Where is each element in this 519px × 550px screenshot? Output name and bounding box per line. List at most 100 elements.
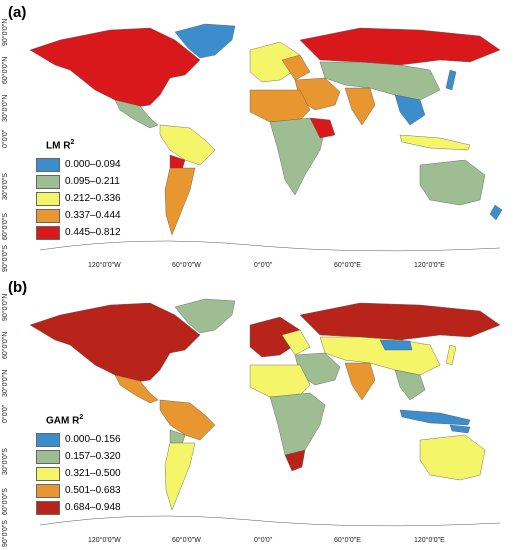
y-tick: 0°0'0" bbox=[2, 404, 9, 423]
y-tick: 30°0'0"N bbox=[2, 369, 9, 397]
legend-label: 0.501–0.683 bbox=[65, 485, 121, 497]
legend-swatch bbox=[36, 449, 60, 464]
south-america-north bbox=[159, 399, 216, 441]
legend-row: 0.157–0.320 bbox=[36, 448, 148, 465]
africa-north-region bbox=[249, 89, 311, 123]
europe-east-region bbox=[281, 329, 311, 356]
legend-row: 0.501–0.683 bbox=[36, 482, 148, 499]
x-tick: 120°0'0"W bbox=[88, 537, 121, 544]
legend-label: 0.157–0.320 bbox=[65, 451, 121, 463]
x-tick: 60°0'0"E bbox=[334, 262, 361, 269]
japan-region bbox=[445, 344, 457, 366]
legend-label: 0.000–0.094 bbox=[65, 159, 121, 171]
x-tick: 60°0'0"E bbox=[334, 537, 361, 544]
greenland-region bbox=[174, 298, 236, 334]
indonesia-region bbox=[399, 409, 471, 426]
legend-b: GAM R2 0.000–0.156 0.157–0.320 0.321–0.5… bbox=[36, 414, 148, 516]
legend-row: 0.445–0.812 bbox=[36, 224, 148, 241]
indonesia-region bbox=[399, 134, 471, 151]
india-region bbox=[344, 87, 376, 126]
panel-label: (b) bbox=[8, 279, 28, 296]
india-region bbox=[344, 362, 376, 401]
southeast-asia-region bbox=[394, 94, 426, 126]
africa-north-region bbox=[249, 364, 311, 398]
europe-east-region bbox=[281, 54, 311, 81]
australia-region bbox=[419, 434, 486, 481]
new-guinea-region bbox=[449, 424, 471, 434]
map-panel-a: (a) LM R2 0.000–0.094 0.095–0.211 0.212–… bbox=[2, 4, 503, 272]
legend-swatch bbox=[36, 157, 60, 172]
europe-region bbox=[249, 41, 301, 83]
x-tick: 60°0'0"W bbox=[172, 537, 201, 544]
europe-region bbox=[249, 316, 301, 358]
y-tick: 90°0'0"S bbox=[2, 520, 9, 547]
legend-row: 0.337–0.444 bbox=[36, 207, 148, 224]
legend-row: 0.684–0.948 bbox=[36, 499, 148, 516]
y-tick: 30°0'0"N bbox=[2, 94, 9, 122]
legend-title-text: LM R bbox=[46, 140, 71, 152]
legend-swatch bbox=[36, 225, 60, 240]
y-tick: 0°0'0" bbox=[2, 129, 9, 148]
legend-row: 0.212–0.336 bbox=[36, 190, 148, 207]
south-america-north bbox=[159, 124, 216, 166]
greenland-region bbox=[174, 23, 236, 59]
legend-label: 0.684–0.948 bbox=[65, 502, 121, 514]
legend-label: 0.337–0.444 bbox=[65, 210, 121, 222]
southeast-asia-region bbox=[394, 369, 426, 401]
russia-region bbox=[299, 302, 501, 341]
north-america-region bbox=[29, 302, 201, 384]
south-america-south bbox=[164, 167, 196, 236]
y-tick: 90°0'0"N bbox=[2, 18, 9, 46]
legend-swatch bbox=[36, 466, 60, 481]
legend-a: LM R2 0.000–0.094 0.095–0.211 0.212–0.33… bbox=[36, 139, 148, 241]
y-tick: 30°0'0"S bbox=[2, 173, 9, 200]
africa-south-region bbox=[284, 449, 306, 472]
legend-row: 0.321–0.500 bbox=[36, 465, 148, 482]
panel-label: (a) bbox=[8, 4, 27, 21]
x-tick: 0°0'0" bbox=[254, 537, 273, 544]
world-map-b bbox=[29, 298, 501, 527]
y-tick: 30°0'0"S bbox=[2, 448, 9, 475]
japan-region bbox=[445, 69, 457, 91]
russia-region bbox=[299, 27, 501, 66]
y-tick: 60°0'0"N bbox=[2, 331, 9, 359]
legend-swatch bbox=[36, 432, 60, 447]
legend-title: LM R2 bbox=[46, 139, 148, 151]
legend-title-superscript: 2 bbox=[70, 139, 75, 146]
world-map-a bbox=[29, 23, 503, 252]
legend-swatch bbox=[36, 191, 60, 206]
y-tick: 60°0'0"N bbox=[2, 56, 9, 84]
y-tick: 90°0'0"N bbox=[2, 293, 9, 321]
africa-east-region bbox=[309, 117, 336, 139]
antarctica-outline bbox=[39, 515, 501, 527]
legend-row: 0.000–0.094 bbox=[36, 156, 148, 173]
x-tick: 0°0'0" bbox=[254, 262, 273, 269]
legend-swatch bbox=[36, 483, 60, 498]
south-america-south bbox=[164, 442, 196, 511]
legend-title-text: GAM R bbox=[46, 415, 80, 427]
north-america-region bbox=[29, 27, 201, 109]
y-tick: 60°0'0"S bbox=[2, 488, 9, 515]
new-zealand-region bbox=[489, 204, 503, 221]
x-tick: 120°0'0"W bbox=[88, 262, 121, 269]
legend-row: 0.000–0.156 bbox=[36, 431, 148, 448]
legend-label: 0.321–0.500 bbox=[65, 468, 121, 480]
legend-label: 0.095–0.211 bbox=[65, 176, 120, 188]
mexico-region bbox=[114, 374, 159, 404]
legend-label: 0.000–0.156 bbox=[65, 434, 121, 446]
legend-swatch bbox=[36, 174, 60, 189]
x-tick: 120°0'0"E bbox=[414, 537, 445, 544]
y-tick: 90°0'0"S bbox=[2, 245, 9, 272]
legend-swatch bbox=[36, 208, 60, 223]
x-tick: 120°0'0"E bbox=[414, 262, 445, 269]
legend-title: GAM R2 bbox=[46, 414, 148, 426]
legend-title-superscript: 2 bbox=[79, 414, 84, 421]
legend-row: 0.095–0.211 bbox=[36, 173, 148, 190]
x-tick: 60°0'0"W bbox=[172, 262, 201, 269]
mongolia-region bbox=[379, 339, 413, 351]
y-tick: 60°0'0"S bbox=[2, 213, 9, 240]
antarctica-outline bbox=[39, 240, 501, 252]
legend-swatch bbox=[36, 500, 60, 515]
australia-region bbox=[419, 159, 486, 206]
map-panel-b: (b) GAM R2 0.000–0.156 0.157–0.320 0.321… bbox=[0, 275, 519, 550]
